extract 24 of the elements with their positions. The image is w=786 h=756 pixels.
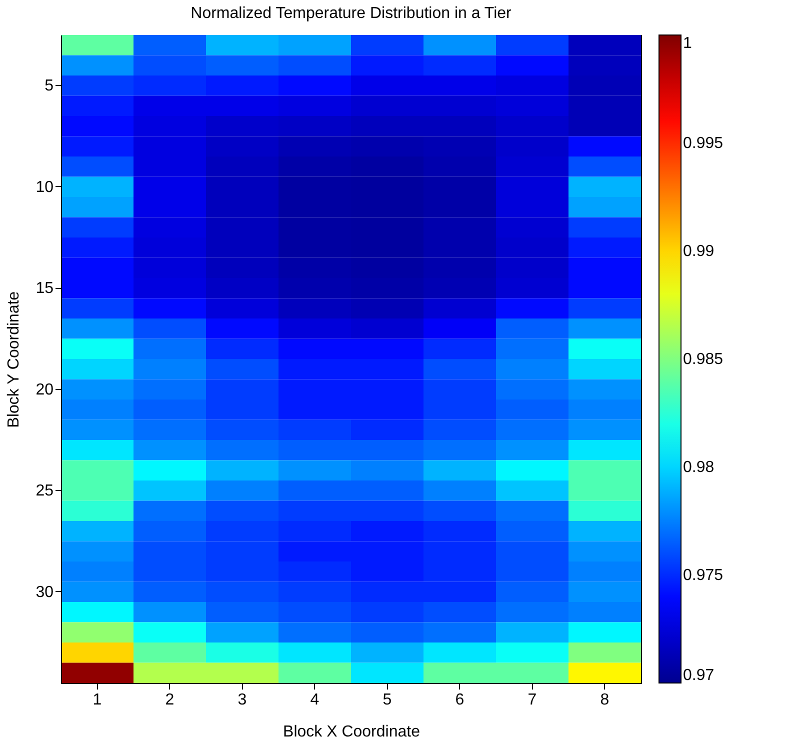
color-bar-label: 0.97 — [683, 667, 714, 684]
y-tick-label: 20 — [36, 381, 54, 398]
color-bar-label: 0.975 — [683, 567, 724, 584]
color-bar-label: 1 — [683, 35, 692, 52]
y-tick-label: 25 — [36, 482, 54, 500]
y-tick-label: 5 — [44, 78, 54, 95]
x-tick-label: 2 — [165, 692, 174, 708]
color-bar-label: 0.98 — [683, 459, 714, 476]
y-tick-label: 15 — [36, 280, 54, 298]
x-tick-label: 3 — [238, 692, 247, 708]
y-tick-label: 10 — [36, 178, 54, 196]
color-bar-label: 0.995 — [683, 135, 724, 152]
y-tick-label: 30 — [36, 584, 54, 601]
x-tick-label: 6 — [455, 692, 464, 708]
color-bar-label: 0.985 — [683, 351, 724, 368]
color-bar-label: 0.99 — [683, 243, 714, 260]
chart-title: Normalized Temperature Distribution in a Tier — [190, 5, 512, 22]
x-tick-label: 1 — [92, 692, 102, 708]
x-tick-label: 4 — [310, 692, 320, 708]
y-axis-title: Block Y Coordinate — [6, 291, 23, 428]
x-tick-label: 5 — [382, 692, 392, 708]
x-axis-title: Block X Coordinate — [283, 724, 420, 740]
x-tick-label: 8 — [600, 692, 610, 708]
x-tick-label: 7 — [528, 692, 537, 708]
